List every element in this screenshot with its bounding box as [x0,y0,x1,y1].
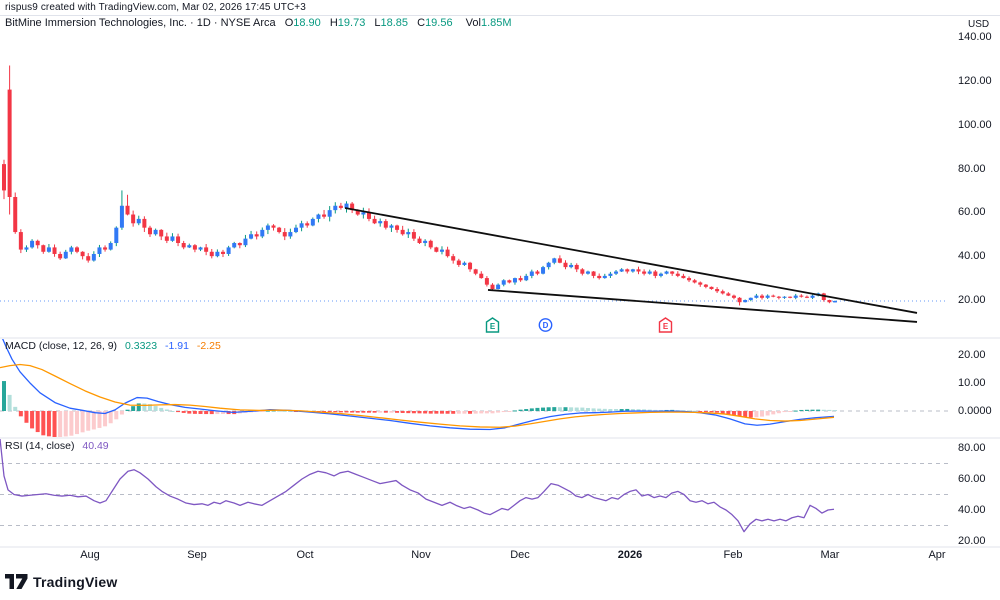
time-label-Nov: Nov [411,549,431,561]
symbol-title[interactable]: BitMine Immersion Technologies, Inc. · 1… [5,17,276,29]
price-tick-100: 100.00 [958,118,992,131]
rsi-tick-80: 80.00 [958,442,986,454]
rsi-line [0,439,835,533]
svg-text:D: D [543,321,549,330]
macd-indicator-label[interactable]: MACD (close, 12, 26, 9) 0.3323 -1.91 -2.… [5,340,221,352]
symbol-header: BitMine Immersion Technologies, Inc. · 1… [5,17,512,29]
rsi-value: 40.49 [82,440,109,452]
close-label: C [417,17,426,29]
high-label: H [329,17,338,29]
time-label-Aug: Aug [80,549,100,561]
volume-value: 1.85M [480,17,512,29]
time-axis[interactable]: Aug Sep Oct Nov Dec 2026 Feb Mar Apr [0,549,948,567]
svg-text:E: E [663,322,669,331]
export-attribution: rispus9 created with TradingView.com, Ma… [5,2,306,13]
macd-tick-0: 0.0000 [958,405,992,417]
tradingview-logo-text: TradingView [33,573,118,590]
open-value: 18.90 [293,17,321,29]
candles [2,65,838,306]
price-tick-120: 120.00 [958,74,992,87]
price-tick-60: 60.00 [958,206,986,219]
time-label-Mar: Mar [820,549,840,561]
earnings-icon: E [485,317,500,333]
tradingview-logo[interactable]: TradingView [5,573,117,590]
earnings-badge[interactable]: E [485,317,500,333]
macd-hist-value: 0.3323 [124,340,158,352]
time-label-Apr: Apr [928,549,946,561]
price-tick-20: 20.00 [958,294,986,306]
price-tick-40: 40.00 [958,250,986,263]
time-label-Oct: Oct [296,549,314,561]
time-label-Sep: Sep [187,549,207,561]
macd-signal-line [0,363,835,428]
dividend-badge[interactable]: D [538,317,553,333]
macd-tick-20: 20.00 [958,349,986,361]
rsi-tick-40: 40.00 [958,504,986,516]
time-label-2026: 2026 [617,549,643,561]
close-value: 19.56 [425,17,453,29]
currency-label: USD [968,19,990,30]
high-value: 19.73 [337,17,366,29]
low-value: 18.85 [380,17,409,29]
time-label-Dec: Dec [510,549,530,561]
earnings-icon: E [658,317,673,333]
macd-title: MACD (close, 12, 26, 9) [5,340,118,352]
rsi-tick-60: 60.00 [958,473,986,485]
svg-text:E: E [490,322,496,331]
dividend-icon: D [538,318,553,332]
low-label: L [374,17,381,29]
earnings-badge[interactable]: E [658,317,673,333]
trendline-upper[interactable] [344,207,918,314]
rsi-tick-20: 20.00 [958,535,986,547]
macd-histogram [2,381,838,437]
price-axis[interactable]: USD 140.00 120.00 100.00 80.00 60.00 40.00 20.… [952,0,1000,600]
volume-label: Vol [465,17,481,29]
rsi-indicator-label[interactable]: RSI (14, close) 40.49 [5,440,109,452]
rsi-pane [0,439,835,533]
macd-lines [0,339,835,431]
macd-tick-10: 10.00 [958,377,986,389]
tradingview-mark-icon [5,574,28,589]
rsi-title: RSI (14, close) [5,440,75,452]
time-label-Feb: Feb [723,549,743,561]
macd-line-value: -1.91 [165,340,189,352]
macd-signal-value: -2.25 [196,340,221,352]
open-label: O [284,17,294,29]
price-tick-80: 80.00 [958,162,986,175]
price-tick-140: 140.00 [958,31,992,43]
trendline-lower[interactable] [487,289,918,323]
topbar-divider [0,15,1000,16]
